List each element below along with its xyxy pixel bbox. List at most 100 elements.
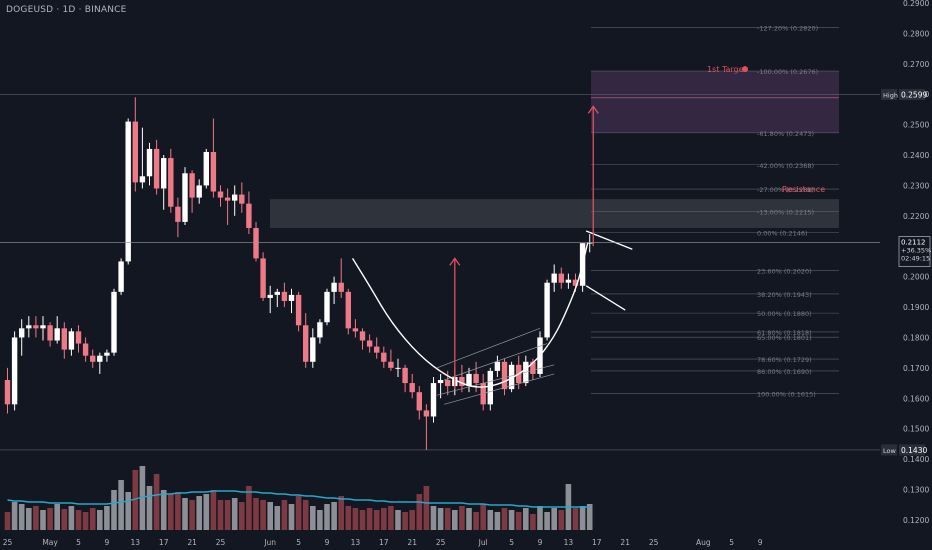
volume-bar — [132, 470, 139, 530]
volume-bar — [210, 490, 217, 530]
volume-bar — [324, 504, 330, 530]
candle-body — [352, 328, 359, 332]
candle-body — [54, 328, 60, 341]
channel-line — [444, 373, 555, 405]
candle-body — [111, 291, 117, 353]
candle-body — [494, 361, 501, 371]
candle-body — [324, 291, 330, 323]
high-value-label: 0.2599 — [901, 91, 927, 100]
candle-body — [82, 343, 89, 356]
volume-bar — [388, 506, 394, 530]
candle-body — [359, 331, 366, 341]
volume-bar — [75, 510, 82, 530]
candle-body — [345, 291, 351, 329]
candle-body — [189, 173, 195, 198]
x-axis-tick-label: 9 — [325, 538, 330, 547]
x-axis-tick-label: 21 — [620, 538, 630, 547]
candle-body — [459, 376, 465, 387]
volume-bar — [26, 508, 32, 530]
volume-bar — [345, 506, 352, 530]
volume-bar — [54, 504, 60, 530]
candle-body — [125, 121, 131, 262]
x-axis-tick-label: 9 — [105, 538, 110, 547]
candle-body — [437, 380, 444, 384]
x-axis-tick-label: 9 — [538, 538, 543, 547]
candle-body — [253, 227, 259, 259]
volume-bar — [523, 508, 529, 530]
volume-bar — [586, 504, 593, 530]
volume-bar — [189, 500, 195, 530]
fib-level-label: -61.80% (0.2473) — [757, 130, 814, 138]
volume-bar — [61, 509, 68, 530]
x-axis-tick-label: 5 — [296, 538, 301, 547]
candle-body — [146, 148, 153, 177]
candle-body — [175, 206, 181, 222]
candle-body — [210, 151, 217, 192]
volume-bar — [274, 506, 281, 530]
volume-bar — [18, 504, 25, 530]
candle-body — [508, 364, 515, 390]
candle-body — [168, 158, 174, 207]
volume-bar — [118, 480, 124, 530]
flag-line — [585, 285, 626, 311]
volume-bar — [544, 512, 550, 530]
x-axis-tick-label: Jul — [478, 538, 488, 547]
volume-bar — [480, 504, 486, 530]
volume-bar — [317, 510, 323, 530]
volume-bar — [395, 510, 401, 530]
candle-body — [239, 194, 245, 204]
candle-body — [224, 197, 231, 201]
volume-bar — [551, 508, 557, 530]
candle-body — [196, 185, 202, 198]
volume-bar — [111, 490, 117, 530]
candle-body — [40, 325, 46, 329]
target-zone — [591, 71, 839, 133]
x-axis-tick-label: 13 — [351, 538, 361, 547]
resistance-label: Resistance — [782, 185, 825, 194]
volume-ma-line — [7, 490, 590, 508]
cup-curve — [351, 243, 589, 388]
y-axis-tick-label: 0.1400 — [903, 455, 929, 464]
y-axis-tick-label: 0.2700 — [903, 60, 929, 69]
x-axis-tick-label: Jun — [263, 538, 276, 547]
volume-bar — [160, 490, 167, 530]
fib-level-label: -13.00% (0.2215) — [757, 208, 814, 216]
current-change-label: +36.35% — [901, 247, 931, 255]
x-axis-tick-label: 21 — [187, 538, 197, 547]
volume-bar — [466, 508, 472, 530]
volume-bar — [430, 506, 437, 530]
volume-bar — [68, 506, 75, 530]
candle-body — [33, 325, 39, 329]
candle-body — [338, 282, 344, 292]
volume-bar — [267, 502, 273, 530]
volume-bar — [530, 514, 536, 530]
volume-bar — [338, 496, 344, 530]
candle-body — [118, 261, 124, 292]
volume-bar — [473, 512, 479, 530]
x-axis-tick-label: Aug — [696, 538, 711, 547]
candle-body — [281, 291, 288, 301]
volume-bar — [501, 508, 508, 530]
volume-bar — [260, 500, 266, 530]
candle-body — [75, 331, 82, 344]
x-axis-tick-label: May — [42, 538, 58, 547]
fib-level-label: -127.20% (0.2820) — [757, 24, 818, 32]
x-axis-tick-label: 5 — [509, 538, 514, 547]
candle-body — [501, 361, 508, 390]
candle-body — [132, 121, 138, 183]
candle-body — [530, 361, 536, 374]
volume-bar — [331, 502, 337, 530]
volume-bar — [40, 510, 46, 530]
volume-bar — [437, 508, 444, 530]
candle-body — [381, 352, 387, 362]
volume-bar — [246, 486, 252, 530]
candle-body — [565, 279, 572, 283]
volume-bar — [444, 508, 451, 530]
fib-level-label: 50.00% (0.1880) — [757, 310, 812, 318]
y-axis-tick-label: 0.1900 — [903, 303, 929, 312]
x-axis-tick-label: 9 — [758, 538, 763, 547]
high-value-bg — [899, 89, 925, 101]
candle-body — [203, 151, 209, 186]
